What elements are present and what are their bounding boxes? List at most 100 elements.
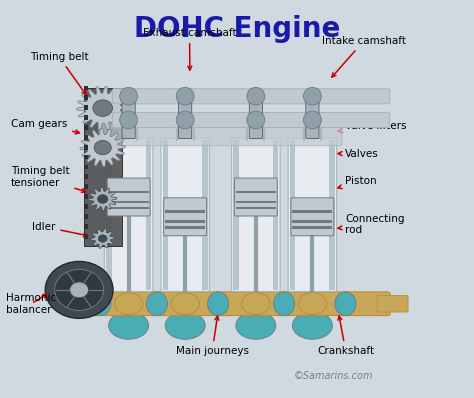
Bar [106,140,111,290]
Bar [84,145,88,150]
Bar [146,140,151,290]
Ellipse shape [236,268,276,296]
Text: Harmonic
balancer: Harmonic balancer [6,293,56,314]
Text: Valves: Valves [338,148,379,158]
FancyBboxPatch shape [104,138,153,291]
Text: Intake camshaft: Intake camshaft [322,36,406,77]
Circle shape [45,261,113,318]
Ellipse shape [242,293,270,314]
Bar [84,135,88,140]
Text: Exhaust camshaft: Exhaust camshaft [143,28,237,70]
Polygon shape [77,86,128,130]
Bar [109,201,149,203]
Circle shape [94,140,111,155]
Bar [109,207,149,209]
Circle shape [93,100,112,116]
FancyBboxPatch shape [232,138,280,291]
Ellipse shape [292,268,332,296]
FancyBboxPatch shape [179,101,192,115]
FancyBboxPatch shape [306,101,319,115]
Bar [292,226,332,228]
FancyBboxPatch shape [107,178,150,216]
Text: ©Samarins.com: ©Samarins.com [293,371,373,381]
FancyBboxPatch shape [113,113,390,127]
Bar [84,155,88,160]
Ellipse shape [165,312,205,339]
Text: Main journeys: Main journeys [176,316,249,356]
Bar [236,201,276,203]
Bar [290,140,295,290]
FancyBboxPatch shape [122,101,135,115]
Bar [165,211,205,213]
Bar [163,140,168,290]
FancyBboxPatch shape [99,116,342,146]
Ellipse shape [119,111,137,129]
FancyBboxPatch shape [377,295,408,312]
Text: Timing belt
tensioner: Timing belt tensioner [11,166,86,192]
Bar [292,211,332,213]
Ellipse shape [292,312,332,339]
Text: Cam gears: Cam gears [11,119,80,134]
Ellipse shape [176,111,194,129]
Bar [84,234,88,238]
FancyBboxPatch shape [122,125,135,139]
Bar [236,191,276,193]
Ellipse shape [335,292,356,316]
Polygon shape [89,187,117,211]
FancyBboxPatch shape [179,125,192,139]
FancyBboxPatch shape [161,138,210,291]
Ellipse shape [208,292,229,316]
FancyBboxPatch shape [113,89,390,104]
FancyBboxPatch shape [249,125,263,139]
Text: Crankshaft: Crankshaft [317,316,374,356]
Bar [84,86,88,90]
Ellipse shape [303,87,321,105]
Bar [165,220,205,223]
Ellipse shape [115,293,143,314]
Bar [234,140,239,290]
Bar [84,165,88,170]
Ellipse shape [236,312,276,339]
Ellipse shape [119,87,137,105]
Text: Timing belt: Timing belt [30,52,88,95]
Polygon shape [91,229,115,248]
FancyBboxPatch shape [249,101,263,115]
Ellipse shape [109,312,149,339]
Ellipse shape [165,268,205,296]
Bar [329,140,335,290]
Bar [84,224,88,228]
Ellipse shape [247,111,265,129]
Ellipse shape [303,111,321,129]
Bar [84,96,88,100]
Text: Valve lifters: Valve lifters [338,121,407,133]
Bar [84,194,88,199]
Ellipse shape [146,292,167,316]
Circle shape [55,269,104,310]
Circle shape [70,282,89,298]
Polygon shape [84,88,121,246]
Bar [236,207,276,209]
Bar [273,140,278,290]
Bar [84,204,88,209]
FancyBboxPatch shape [235,178,277,216]
Circle shape [98,195,108,203]
Ellipse shape [176,87,194,105]
Text: Connecting
rod: Connecting rod [338,214,405,236]
FancyBboxPatch shape [291,198,334,236]
Bar [202,140,208,290]
Bar [84,105,88,110]
Text: Piston: Piston [338,176,377,189]
Bar [109,191,149,193]
Bar [84,214,88,219]
Ellipse shape [90,292,111,316]
Bar [84,184,88,189]
FancyBboxPatch shape [70,292,390,316]
Ellipse shape [273,292,295,316]
Polygon shape [80,129,125,167]
Bar [84,115,88,120]
Circle shape [98,235,107,242]
Text: Idler: Idler [32,222,88,237]
FancyBboxPatch shape [288,138,337,291]
Ellipse shape [298,293,327,314]
Ellipse shape [247,87,265,105]
